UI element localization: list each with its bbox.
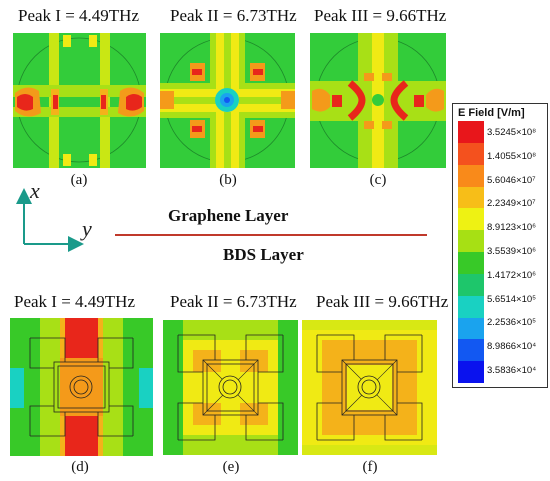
subfig-label-e: (e): [222, 459, 240, 475]
legend-tick-label: 8.9123×10⁶: [487, 222, 537, 234]
legend-tick-label: 1.4172×10⁶: [487, 269, 537, 281]
legend-tick-label: 2.2536×10⁵: [487, 317, 537, 329]
legend-tick-label: 5.6046×10⁷: [487, 174, 536, 186]
peak-label-e: Peak II = 6.73THz: [170, 292, 297, 311]
field-map-e: [163, 320, 298, 455]
graphene-layer-label: Graphene Layer: [168, 206, 289, 225]
legend-swatch: [458, 273, 484, 297]
legend-swatch: [458, 317, 484, 340]
axis-arrows: [8, 188, 88, 258]
legend-swatch: [458, 121, 484, 144]
legend-title: E Field [V/m]: [458, 107, 525, 119]
field-map-b: [160, 33, 295, 168]
legend-swatch: [458, 339, 484, 362]
legend-swatch: [458, 208, 484, 231]
peak-label-c: Peak III = 9.66THz: [314, 6, 447, 25]
y-axis-label: y: [82, 216, 92, 241]
field-map-f: [302, 320, 437, 455]
e-field-legend: E Field [V/m] 3.5245×10⁸ 1.4055×10⁸ 5.6046…: [452, 103, 548, 388]
legend-swatch: [458, 186, 484, 209]
legend-tick-label: 8.9866×10⁴: [487, 341, 537, 353]
layer-divider: [115, 234, 427, 236]
subfig-label-f: (f): [362, 459, 378, 475]
legend-swatch: [458, 142, 484, 166]
legend-swatch: [458, 361, 484, 384]
field-map-c: [310, 33, 446, 168]
legend-swatch: [458, 252, 484, 275]
peak-label-a: Peak I = 4.49THz: [18, 6, 140, 25]
legend-tick-label: 3.5539×10⁶: [487, 246, 537, 257]
legend-tick-label: 3.5245×10⁸: [487, 126, 537, 138]
legend-tick-label: 3.5836×10⁴: [487, 365, 537, 377]
legend-swatch: [458, 295, 484, 318]
x-axis-label: x: [30, 178, 40, 203]
subfig-label-a: (a): [70, 172, 88, 188]
legend-tick-label: 1.4055×10⁸: [487, 150, 537, 162]
legend-swatch: [458, 230, 484, 253]
field-map-d: [10, 318, 153, 456]
field-map-a: [13, 33, 146, 168]
legend-swatch: [458, 164, 484, 187]
peak-label-b: Peak II = 6.73THz: [170, 6, 297, 25]
subfig-label-b: (b): [219, 172, 237, 188]
legend-tick-label: 2.2349×10⁷: [487, 198, 536, 210]
bds-layer-label: BDS Layer: [223, 245, 304, 264]
legend-colorbar: [458, 121, 484, 384]
peak-label-d: Peak I = 4.49THz: [14, 292, 136, 311]
peak-label-f: Peak III = 9.66THz: [316, 292, 449, 311]
legend-tick-label: 5.6514×10⁵: [487, 293, 537, 305]
subfig-label-c: (c): [369, 172, 387, 188]
subfig-label-d: (d): [71, 459, 89, 475]
